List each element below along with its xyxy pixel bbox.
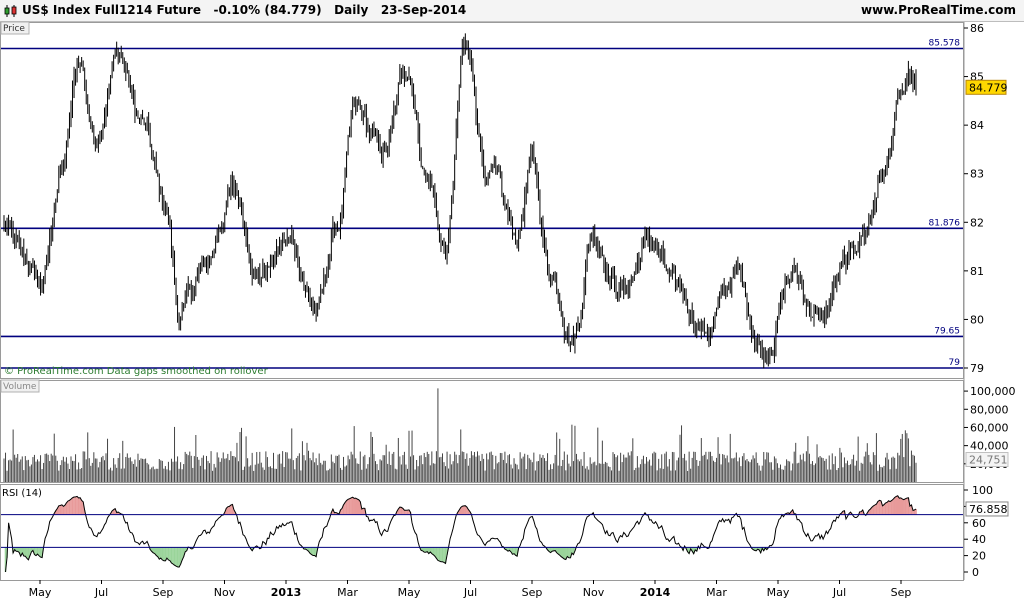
x-tick-label: Jul (832, 586, 846, 599)
chart-title: US$ Index Full1214 Future -0.10% (84.779… (22, 3, 466, 17)
volume-tick-label: 100,000 (970, 385, 1016, 398)
price-tick-label: 80 (970, 313, 984, 326)
chart-date: 23-Sep-2014 (380, 3, 467, 17)
rsi-last-label: 76.858 (969, 503, 1008, 516)
rsi-line (5, 495, 917, 573)
panel-frames (0, 22, 965, 581)
volume-tick-label: 80,000 (970, 403, 1009, 416)
rsi-last-tag (965, 501, 1009, 517)
price-tick-label: 81 (970, 265, 984, 278)
volume-last-tag (965, 451, 1009, 467)
x-tick-label: May (398, 586, 421, 599)
rsi-panel-label: RSI (14) (2, 488, 42, 499)
rsi-tick-label: 20 (972, 550, 986, 563)
last-price-label: 84.779 (969, 81, 1008, 94)
candlestick-logo-icon (4, 5, 17, 17)
x-tick-label: Mar (337, 586, 358, 599)
price-tick-label: 84 (970, 119, 984, 132)
price-panel-label: Price (3, 24, 25, 34)
x-tick-label: Jul (463, 586, 477, 599)
price-tick-label: 79 (970, 362, 984, 375)
x-tick-label: Sep (522, 586, 543, 599)
volume-panel-label: Volume (3, 382, 37, 392)
interval: Daily (334, 3, 369, 17)
rsi-tick-label: 0 (972, 566, 979, 579)
rsi-panel-tag[interactable]: RSI (14) (2, 488, 42, 499)
instrument-name: US$ Index Full1214 Future (22, 3, 201, 17)
x-axis: May Jul Sep Nov 2013 Mar May Jul Sep Nov 2014 Mar Ma… (29, 580, 912, 599)
x-tick-label: Nov (583, 586, 605, 599)
last-price-tag (965, 79, 1007, 95)
x-tick-label: Sep (153, 586, 174, 599)
hline-label: 79.65 (934, 326, 960, 336)
x-tick-label: Mar (706, 586, 727, 599)
x-tick-label: Sep (891, 586, 912, 599)
volume-bars (3, 388, 917, 482)
hline-label: 79 (949, 358, 961, 368)
panel-frame (0, 484, 964, 581)
rsi-tick-label: 40 (972, 533, 986, 546)
price-tick-label: 86 (970, 22, 984, 35)
title-bar: US$ Index Full1214 Future -0.10% (84.779… (0, 0, 1024, 22)
site-url[interactable]: www.ProRealTime.com (861, 3, 1016, 17)
rsi-series (5, 495, 917, 573)
volume-last-label: 24,751 (969, 453, 1008, 466)
x-tick-label: 2014 (640, 586, 671, 599)
x-tick-label: Jul (94, 586, 108, 599)
hline-label: 85.578 (929, 38, 961, 48)
watermark-text: © ProRealTime.com Data gaps smoothed on … (4, 366, 269, 377)
price-candles (3, 33, 917, 369)
x-tick-label: May (767, 586, 790, 599)
panel-frame (0, 22, 964, 379)
hline-label: 81.876 (929, 218, 961, 228)
rsi-tick-label: 60 (972, 517, 986, 530)
x-tick-label: Nov (214, 586, 236, 599)
rsi-y-axis: 10080604020076.858 (1, 484, 1009, 579)
rsi-tick-label: 100 (972, 484, 993, 497)
price-horizontal-lines: 85.578 81.876 79.65 79 (1, 38, 963, 369)
price-tick-label: 83 (970, 168, 984, 181)
volume-tick-label: 40,000 (970, 440, 1009, 453)
volume-tick-label: 60,000 (970, 421, 1009, 434)
price-change: -0.10% (84.779) (213, 3, 322, 17)
x-tick-label: May (29, 586, 52, 599)
price-tick-label: 82 (970, 216, 984, 229)
volume-panel-tag[interactable]: Volume (0, 379, 40, 393)
price-panel-tag[interactable]: Price (0, 21, 30, 35)
x-tick-label: 2013 (271, 586, 302, 599)
